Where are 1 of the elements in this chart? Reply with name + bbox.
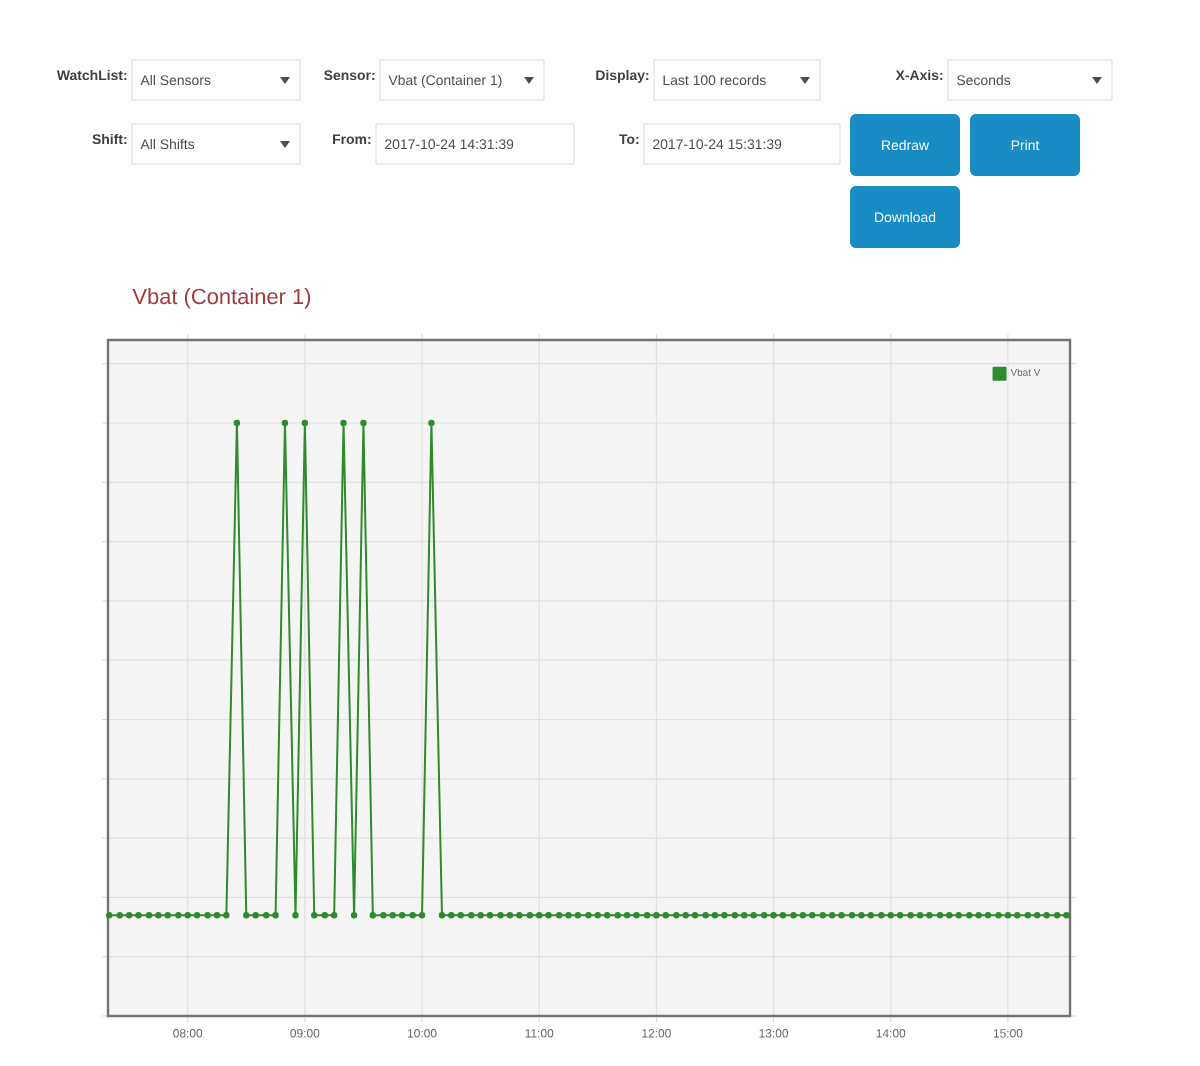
chart-title: Vbat (Container 1)	[132, 288, 311, 309]
